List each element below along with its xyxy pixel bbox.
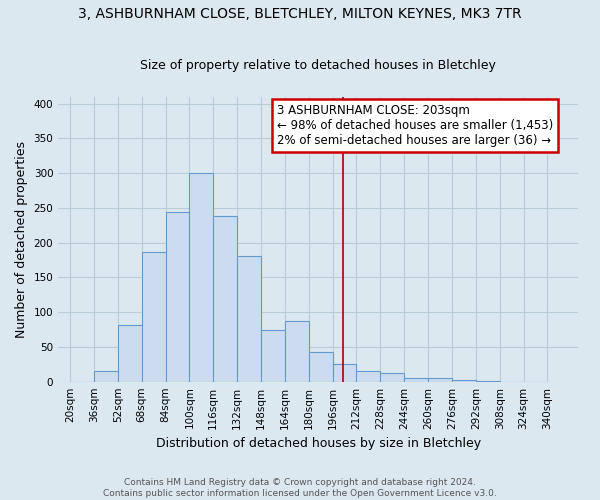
Bar xyxy=(404,378,428,382)
Bar xyxy=(428,378,452,382)
Y-axis label: Number of detached properties: Number of detached properties xyxy=(15,140,28,338)
Bar xyxy=(309,352,332,382)
Bar xyxy=(118,324,142,382)
Bar xyxy=(237,256,261,382)
Bar xyxy=(332,364,356,382)
Title: Size of property relative to detached houses in Bletchley: Size of property relative to detached ho… xyxy=(140,59,496,72)
Bar xyxy=(190,173,213,382)
Bar xyxy=(142,252,166,382)
Bar xyxy=(452,380,476,382)
Bar xyxy=(476,381,500,382)
Bar xyxy=(285,320,309,382)
Bar xyxy=(213,216,237,382)
Text: 3, ASHBURNHAM CLOSE, BLETCHLEY, MILTON KEYNES, MK3 7TR: 3, ASHBURNHAM CLOSE, BLETCHLEY, MILTON K… xyxy=(78,8,522,22)
Bar xyxy=(94,372,118,382)
X-axis label: Distribution of detached houses by size in Bletchley: Distribution of detached houses by size … xyxy=(156,437,481,450)
Text: 3 ASHBURNHAM CLOSE: 203sqm
← 98% of detached houses are smaller (1,453)
2% of se: 3 ASHBURNHAM CLOSE: 203sqm ← 98% of deta… xyxy=(277,104,553,147)
Bar xyxy=(356,370,380,382)
Bar xyxy=(166,212,190,382)
Text: Contains HM Land Registry data © Crown copyright and database right 2024.
Contai: Contains HM Land Registry data © Crown c… xyxy=(103,478,497,498)
Bar xyxy=(380,374,404,382)
Bar xyxy=(261,330,285,382)
